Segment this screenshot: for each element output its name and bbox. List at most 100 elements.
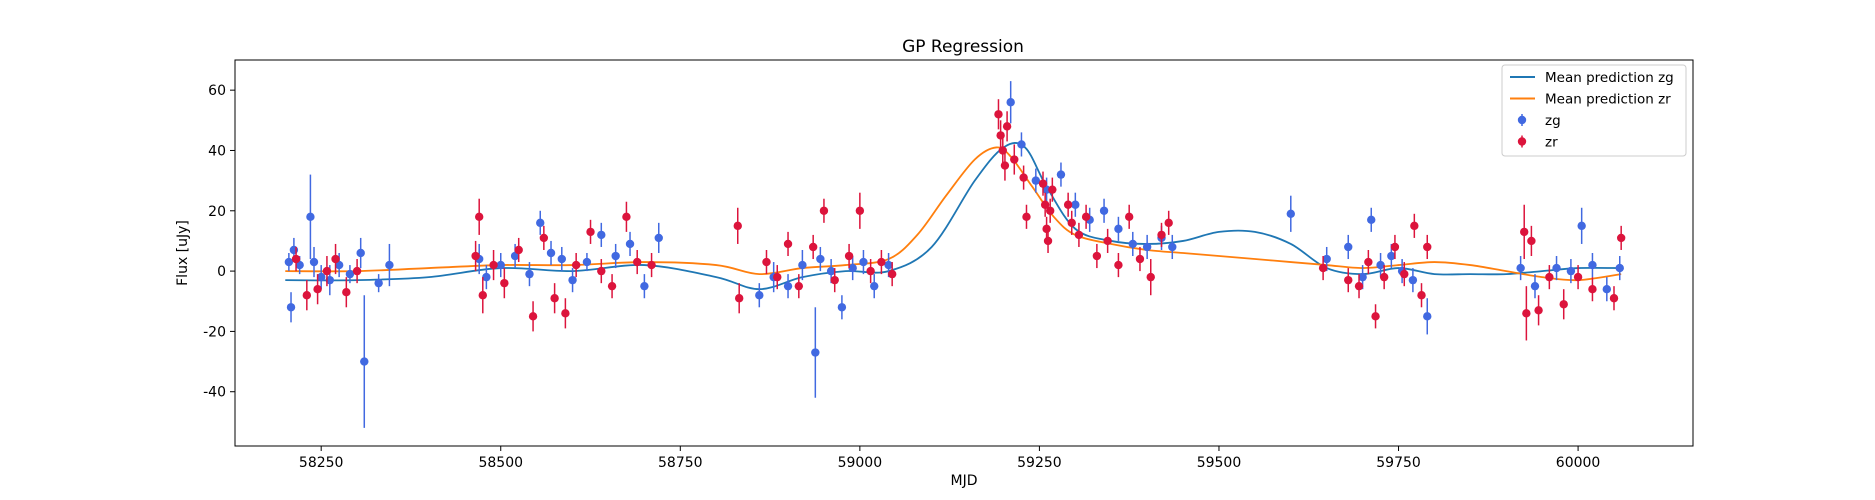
data-point: [342, 288, 351, 297]
legend-swatch-zr: [1517, 137, 1527, 146]
data-point: [1615, 263, 1624, 273]
data-point: [783, 281, 793, 291]
data-point: [1128, 239, 1137, 249]
data-point: [1552, 263, 1561, 273]
data-point: [352, 266, 362, 276]
data-point: [622, 212, 631, 222]
series-zr: [291, 99, 1626, 341]
data-point: [1322, 254, 1331, 264]
data-point: [819, 206, 829, 215]
data-point: [525, 269, 534, 279]
data-point: [586, 227, 595, 237]
data-point: [794, 281, 804, 291]
legend-label-mean-prediction-zr: Mean prediction zr: [1545, 92, 1671, 108]
y-tick-label: -20: [203, 324, 226, 340]
data-point: [1354, 281, 1364, 291]
data-point: [1566, 266, 1576, 276]
chart-title: GP Regression: [902, 37, 1024, 57]
data-point: [1371, 312, 1380, 321]
data-point: [1000, 161, 1010, 170]
data-point: [1417, 291, 1426, 300]
data-point: [994, 110, 1003, 119]
data-point: [816, 254, 825, 264]
data-point: [322, 266, 332, 276]
x-axis: 58250 58500 58750 59000 59250 59500 59750 60000: [299, 446, 1600, 471]
data-point: [325, 275, 335, 285]
data-point: [360, 357, 369, 366]
data-point: [1074, 230, 1084, 240]
data-point: [1588, 284, 1597, 294]
data-point: [611, 251, 620, 261]
data-point: [1376, 260, 1385, 270]
data-point: [334, 260, 344, 270]
data-point: [1286, 209, 1295, 218]
data-point: [286, 303, 296, 312]
data-point: [1168, 242, 1177, 252]
data-point: [1527, 236, 1536, 246]
data-point: [1379, 272, 1389, 282]
data-point: [798, 260, 807, 270]
data-point: [1516, 263, 1525, 273]
data-point: [1545, 272, 1554, 282]
data-point: [830, 275, 839, 285]
data-point: [1344, 275, 1353, 285]
data-point: [1408, 275, 1418, 285]
data-point: [1400, 269, 1409, 279]
data-point: [1045, 206, 1055, 215]
data-point: [633, 257, 642, 267]
data-point: [1423, 242, 1432, 252]
data-point: [528, 312, 538, 321]
data-point: [571, 260, 581, 270]
data-point: [855, 206, 865, 215]
data-point: [1043, 236, 1053, 246]
data-point: [536, 218, 545, 228]
data-point: [1358, 272, 1367, 282]
data-point: [1616, 233, 1626, 243]
data-point: [1099, 206, 1109, 215]
data-point: [734, 294, 744, 303]
data-point: [1367, 215, 1376, 225]
plot-area: [284, 81, 1626, 428]
data-point: [773, 272, 782, 282]
data-point: [1142, 242, 1152, 252]
data-point: [1410, 221, 1419, 231]
legend: Mean prediction zg Mean prediction zr zg zr: [1501, 64, 1687, 157]
y-tick-label: 40: [208, 143, 226, 159]
legend-label-mean-prediction-zg: Mean prediction zg: [1545, 70, 1674, 86]
data-point: [374, 278, 383, 288]
data-point: [884, 260, 893, 270]
data-point: [1103, 236, 1112, 246]
data-point: [478, 291, 487, 300]
legend-box: [1501, 64, 1687, 157]
data-point: [762, 257, 771, 267]
data-point: [1002, 122, 1012, 131]
data-point: [1092, 251, 1102, 261]
x-tick-label: 58500: [478, 455, 523, 471]
data-point: [539, 233, 549, 243]
x-tick-label: 58750: [658, 455, 703, 471]
data-point: [1038, 179, 1048, 188]
data-point: [640, 281, 649, 291]
x-tick-label: 59250: [1017, 455, 1062, 471]
data-point: [887, 269, 897, 279]
data-point: [733, 221, 742, 231]
data-point: [1318, 263, 1328, 273]
data-point: [356, 248, 365, 258]
data-point: [500, 278, 509, 288]
data-point: [345, 269, 355, 279]
x-tick-label: 59750: [1376, 455, 1421, 471]
data-point: [1577, 221, 1586, 231]
y-axis: -40 -20 0 20 40 60: [203, 83, 235, 401]
data-point: [1530, 281, 1540, 291]
data-point: [1019, 173, 1028, 182]
data-points: [284, 81, 1626, 428]
data-point: [844, 251, 854, 261]
data-point: [482, 272, 491, 282]
legend-label-zr: zr: [1545, 135, 1558, 151]
data-point: [654, 233, 663, 243]
y-tick-label: -40: [203, 385, 226, 401]
data-point: [474, 212, 484, 222]
data-point: [1063, 200, 1073, 209]
data-point: [1056, 170, 1066, 179]
data-point: [471, 251, 480, 261]
